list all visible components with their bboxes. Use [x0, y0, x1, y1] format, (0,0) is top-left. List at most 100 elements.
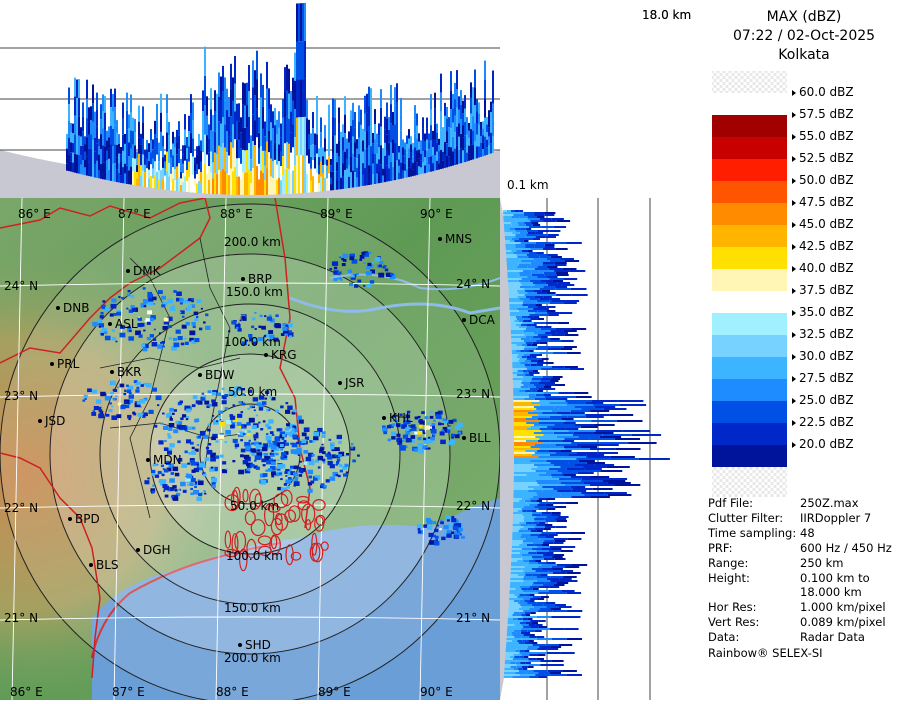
echo-pixel [153, 303, 156, 305]
echo-segment [538, 508, 547, 510]
echo-segment [296, 3, 298, 42]
echo-segment [318, 174, 320, 184]
echo-segment [525, 244, 535, 246]
echo-pixel [291, 478, 294, 481]
echo-segment [537, 390, 544, 392]
radar-map[interactable]: MNS DMK BRP DNB ASL DCA KRG PRL BDW JSR BKR JSD KHL B… [0, 198, 500, 700]
echo-segment [535, 570, 549, 572]
echo-pixel [158, 440, 164, 445]
echo-segment [180, 158, 182, 166]
echo-segment [358, 137, 360, 155]
echo-segment [324, 177, 326, 192]
echo-segment [509, 590, 523, 592]
echo-segment [564, 448, 590, 450]
echo-segment [549, 416, 568, 418]
echo-segment [519, 600, 525, 602]
echo-pixel [366, 271, 372, 276]
echo-segment [546, 516, 558, 518]
echo-segment [541, 358, 549, 360]
echo-segment [384, 169, 386, 183]
echo-segment [352, 170, 354, 188]
echo-segment [406, 152, 408, 161]
echo-segment [266, 115, 268, 142]
echo-segment [532, 282, 546, 284]
echo-segment [130, 166, 132, 185]
echo-segment [82, 102, 84, 117]
echo-segment [76, 154, 78, 174]
echo-segment [398, 159, 400, 166]
echo-segment [484, 117, 486, 137]
echo-segment [480, 136, 482, 143]
echo-segment [474, 123, 476, 141]
echo-segment [342, 137, 344, 151]
echo-segment [594, 406, 616, 408]
echo-pixel [239, 319, 242, 322]
echo-segment [314, 133, 316, 146]
echo-segment [162, 135, 164, 147]
echo-segment [536, 530, 543, 532]
echo-segment [566, 468, 585, 470]
echo-pixel [270, 466, 276, 471]
echo-segment [114, 88, 116, 108]
echo-segment [258, 163, 260, 180]
echo-pixel [155, 395, 162, 401]
echo-pixel [418, 448, 424, 454]
echo-segment [492, 119, 494, 137]
echo-pixel [374, 257, 381, 262]
color-scale-swatch [712, 247, 787, 269]
echo-segment [524, 642, 532, 644]
echo-pixel [225, 430, 231, 435]
echo-pixel [148, 409, 154, 414]
echo-segment [328, 173, 330, 191]
echo-segment [513, 490, 529, 492]
echo-segment [523, 626, 531, 628]
echo-pixel [417, 415, 421, 419]
echo-segment [528, 658, 537, 660]
echo-segment [326, 178, 328, 185]
echo-segment [108, 169, 110, 181]
echo-segment [518, 670, 534, 672]
echo-pixel [336, 462, 339, 465]
city-dot-icon [462, 318, 466, 322]
echo-segment [528, 304, 536, 306]
echo-segment [545, 520, 557, 522]
echo-segment [278, 144, 280, 162]
echo-pixel [287, 477, 292, 481]
echo-segment [553, 538, 568, 540]
echo-segment [571, 410, 591, 412]
echo-segment [604, 478, 628, 480]
echo-pixel [188, 452, 192, 455]
echo-pixel [211, 399, 216, 403]
echo-segment [520, 338, 531, 340]
echo-pixel [338, 464, 343, 467]
echo-segment [72, 123, 74, 134]
echo-segment [520, 228, 526, 230]
echo-segment [505, 652, 520, 654]
echo-segment [534, 284, 548, 286]
echo-segment [432, 163, 434, 172]
echo-pixel [152, 490, 155, 493]
echo-segment [324, 151, 326, 165]
echo-segment [533, 336, 541, 338]
echo-segment [100, 119, 102, 134]
echo-segment [532, 574, 541, 576]
echo-pixel [246, 468, 250, 471]
echo-segment [468, 130, 470, 139]
echo-segment [122, 150, 124, 167]
echo-segment [531, 380, 541, 382]
echo-segment [534, 296, 544, 298]
echo-segment [523, 518, 535, 520]
echo-segment [476, 99, 478, 112]
echo-pixel [311, 458, 314, 462]
echo-segment [98, 162, 100, 171]
echo-segment [564, 366, 578, 368]
echo-segment [509, 592, 524, 594]
echo-segment [302, 3, 304, 42]
echo-segment [542, 486, 557, 488]
echo-segment [110, 88, 112, 108]
echo-pixel [147, 477, 150, 480]
echo-segment [380, 164, 382, 183]
echo-segment [196, 155, 198, 165]
echo-segment [332, 153, 334, 172]
echo-segment [511, 342, 519, 344]
